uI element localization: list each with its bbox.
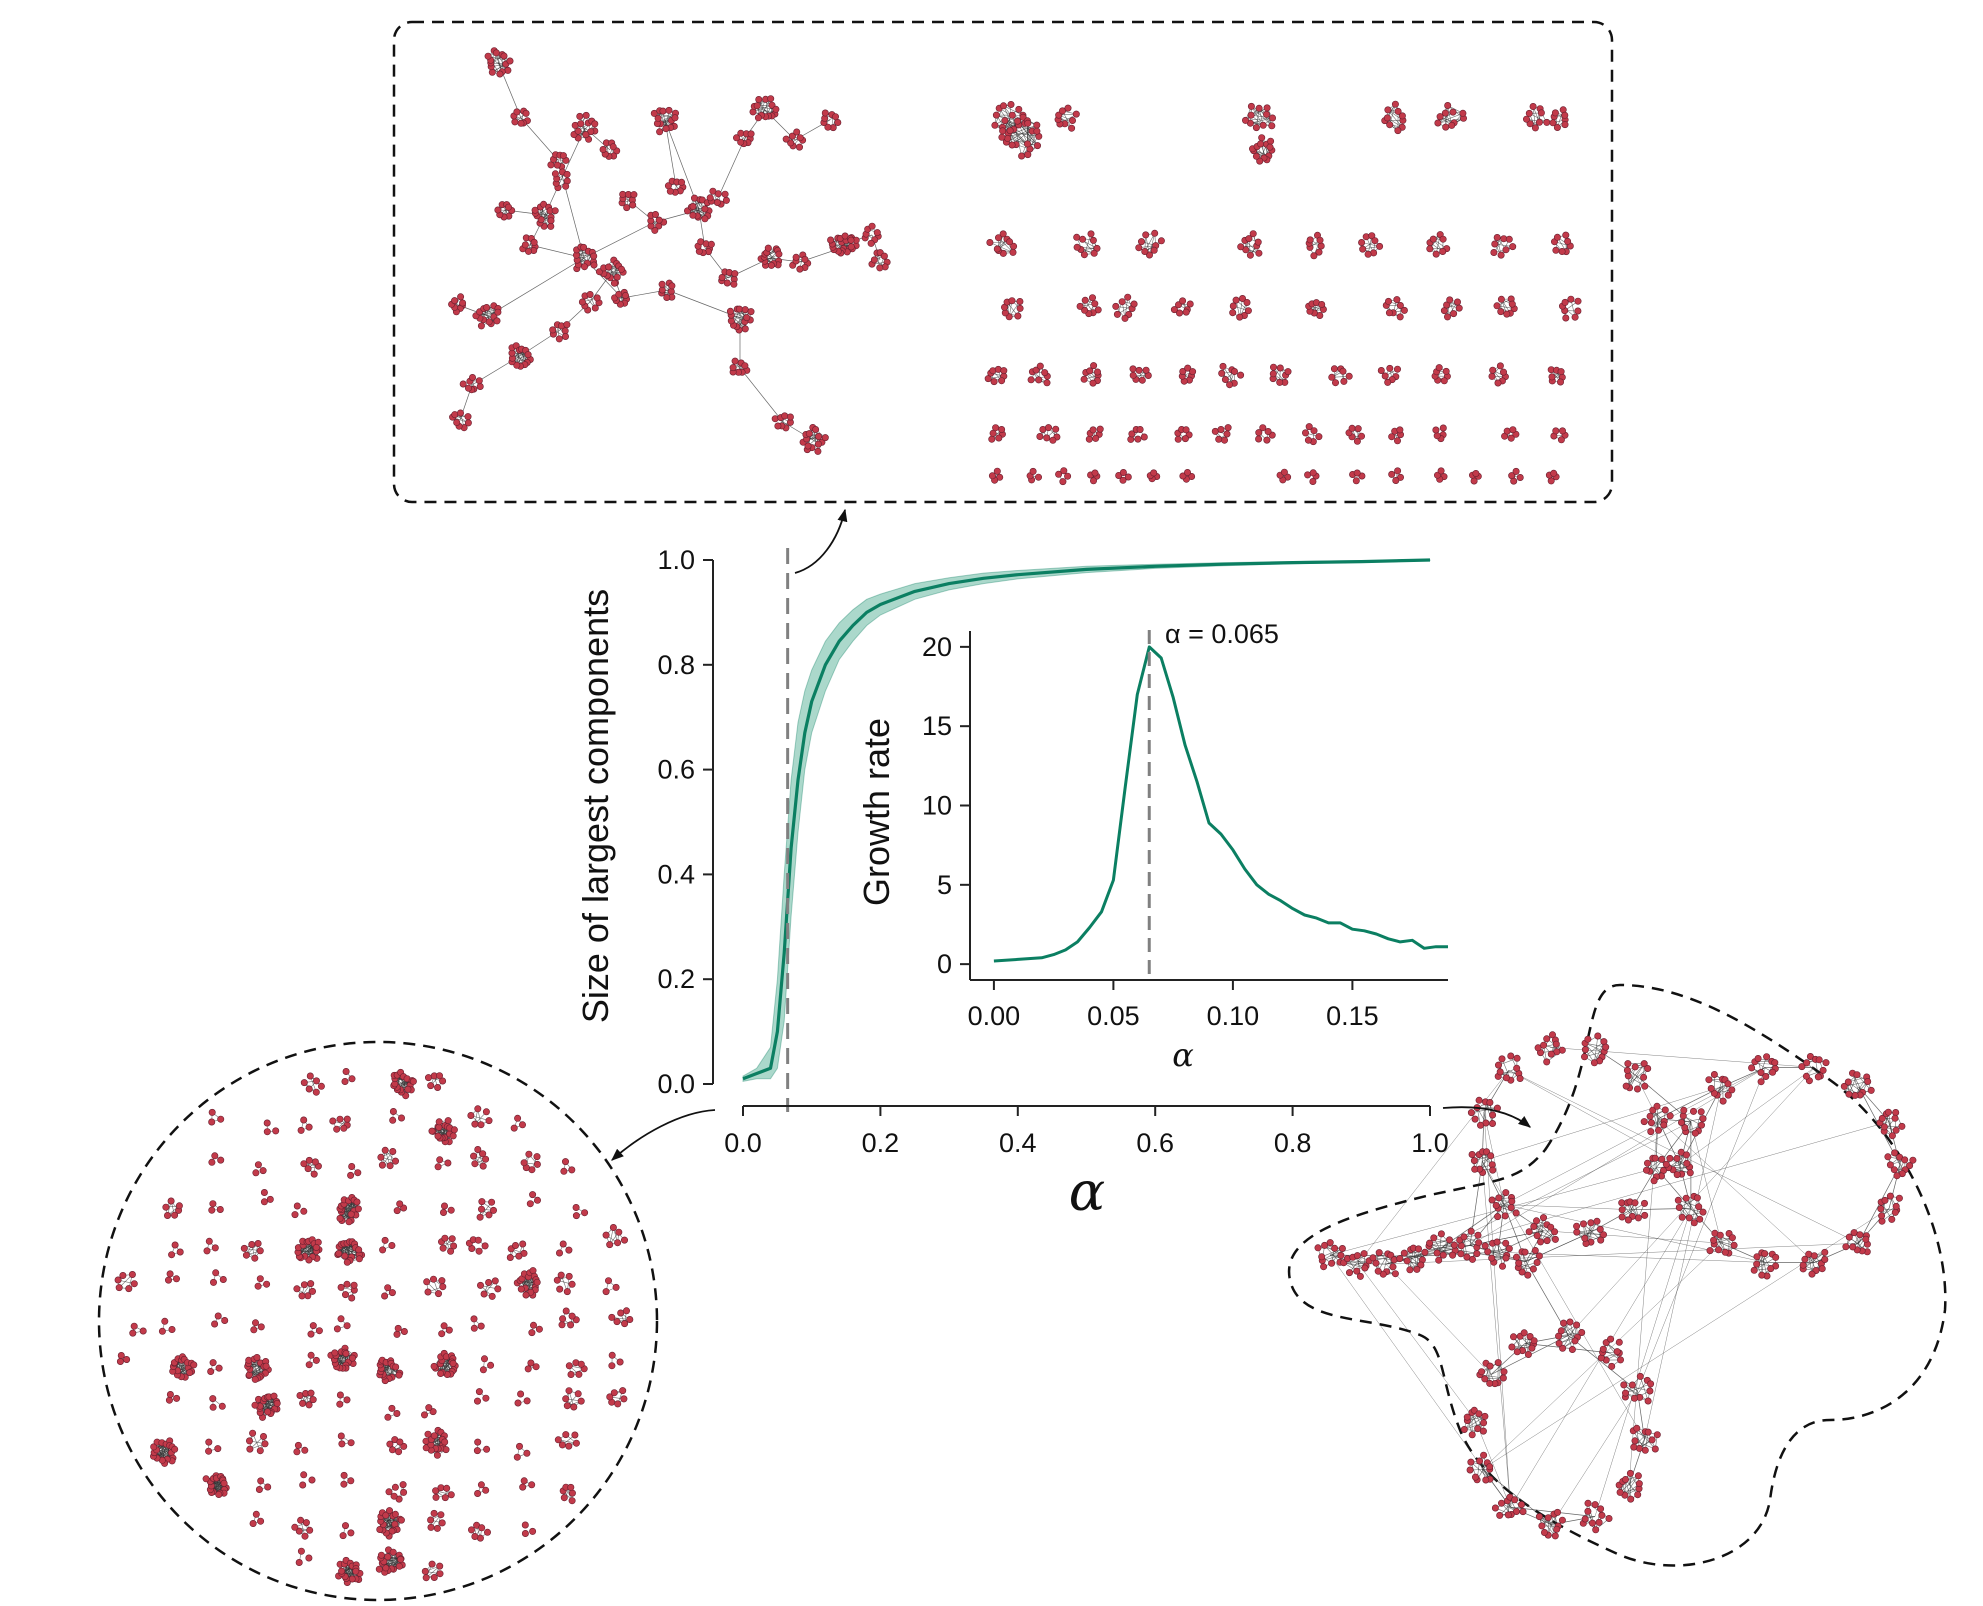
- inset-x-axis-title: α: [1172, 1036, 1194, 1074]
- left-network-edges: [117, 1071, 630, 1583]
- inset-x-tick-label: 0.15: [1326, 1001, 1379, 1031]
- main-x-tick-label: 0.4: [999, 1128, 1037, 1158]
- main-chart: 0.0 0.2 0.4 0.6 0.8 1.0 0.0 0.2 0.4 0.6 0.8 1.0 Si…: [575, 545, 1449, 1223]
- main-x-tick-label: 0.6: [1136, 1128, 1174, 1158]
- inset-x-tick-label: 0.05: [1087, 1001, 1140, 1031]
- top-network-nodes: [448, 47, 1582, 486]
- main-x-tick-label: 0.2: [862, 1128, 900, 1158]
- main-y-tick-label: 0.0: [657, 1069, 695, 1099]
- right-network-panel: [1287, 983, 1947, 1567]
- left-network-nodes: [114, 1068, 634, 1587]
- arrow-to-top-panel: [794, 508, 848, 574]
- main-y-ticks: 0.0 0.2 0.4 0.6 0.8 1.0: [657, 545, 713, 1099]
- main-x-axis-title: α: [1069, 1160, 1105, 1223]
- main-y-axis-title: Size of largest components: [575, 589, 616, 1023]
- main-x-tick-label: 0.0: [724, 1128, 762, 1158]
- inset-chart: 0.00 0.05 0.10 0.15 0 5 10 15 20 Growth rate α …: [856, 619, 1448, 1074]
- inset-y-tick-label: 15: [922, 711, 952, 741]
- inset-x-tick-label: 0.10: [1207, 1001, 1260, 1031]
- main-y-tick-label: 0.4: [657, 859, 695, 889]
- right-network-edges: [1317, 1034, 1914, 1537]
- main-x-tick-label: 0.8: [1274, 1128, 1312, 1158]
- inset-y-axis-title: Growth rate: [856, 718, 897, 906]
- main-y-tick-label: 0.6: [657, 755, 695, 785]
- inset-y-tick-label: 5: [937, 870, 952, 900]
- main-y-tick-label: 0.2: [657, 964, 695, 994]
- inset-y-tick-label: 10: [922, 791, 952, 821]
- left-network-panel: [97, 1040, 659, 1602]
- inset-y-ticks: 0 5 10 15 20: [922, 632, 970, 979]
- main-y-tick-label: 1.0: [657, 545, 695, 575]
- main-series-line: [742, 558, 1431, 1081]
- main-x-ticks: 0.0 0.2 0.4 0.6 0.8 1.0: [724, 1106, 1449, 1158]
- arrow-to-right-panel: [1442, 1106, 1531, 1128]
- right-network-nodes: [1314, 1031, 1917, 1540]
- main-x-tick-label: 1.0: [1411, 1128, 1449, 1158]
- main-y-tick-label: 0.8: [657, 650, 695, 680]
- inset-y-tick-label: 0: [937, 949, 952, 979]
- inset-series-line: [993, 645, 1448, 963]
- inset-x-ticks: 0.00 0.05 0.10 0.15: [968, 980, 1379, 1031]
- arrow-to-left-panel: [611, 1109, 716, 1161]
- top-network-panel: [392, 20, 1614, 504]
- inset-annotation: α = 0.065: [1165, 619, 1279, 649]
- inset-y-tick-label: 20: [922, 632, 952, 662]
- inset-x-tick-label: 0.00: [968, 1001, 1021, 1031]
